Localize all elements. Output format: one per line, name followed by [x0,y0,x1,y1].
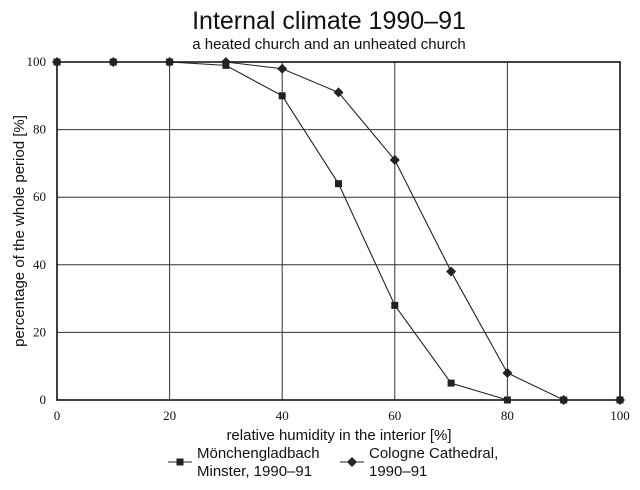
y-tick-label: 100 [27,54,47,69]
legend-label: Mönchengladbach Minster, 1990–91 [197,445,320,480]
diamond-data-point [389,155,400,166]
diamond-data-point [277,63,288,74]
square-data-point [447,379,455,387]
x-tick-label: 60 [388,408,401,423]
series-line [57,61,620,401]
y-tick-label: 20 [33,324,46,339]
legend-diamond-marker [347,457,357,467]
x-tick-label: 0 [54,408,61,423]
diamond-data-point [164,57,175,67]
chart-title: Internal climate 1990–91 [192,7,466,35]
y-tick-label: 40 [33,257,46,272]
x-tick-label: 20 [163,408,176,423]
series-line [57,61,620,401]
chart-subtitle: a heated church and an unheated church [192,36,466,53]
x-tick-label: 80 [501,408,514,423]
square-data-point [335,180,342,188]
series [52,57,625,405]
diamond-data-point [333,87,344,98]
diamond-data-point [446,266,457,277]
x-axis-label: relative humidity in the interior [%] [226,427,451,444]
diamond-data-point [52,57,62,67]
diamond-data-point [502,367,513,378]
x-axis-ticks: 0 20 40 60 80 100 [54,408,630,423]
grid [56,61,621,401]
square-data-point [503,396,511,404]
y-tick-label: 80 [33,122,46,137]
x-tick-label: 40 [276,408,289,423]
y-axis-ticks: 0 20 40 60 80 100 [27,54,47,407]
diamond-data-point [558,395,569,405]
series-2 [52,57,625,405]
legend-item: Cologne Cathedral, 1990–91 [340,445,498,480]
legend: Mönchengladbach Minster, 1990–91 Cologne C… [168,445,498,480]
diamond-data-point [615,395,625,405]
x-tick-label: 100 [610,408,630,423]
legend-item: Mönchengladbach Minster, 1990–91 [168,445,320,480]
diamond-data-point [220,57,231,67]
square-data-point [391,301,399,309]
square-data-point [278,92,286,100]
plot-frame [56,61,621,401]
y-axis-label: percentage of the whole period [%] [11,115,28,347]
y-tick-label: 60 [33,189,46,204]
diamond-data-point [108,57,119,67]
legend-square-marker [176,458,184,466]
y-tick-label: 0 [40,392,47,407]
legend-label: Cologne Cathedral, 1990–91 [369,445,498,480]
series-1 [53,58,624,404]
